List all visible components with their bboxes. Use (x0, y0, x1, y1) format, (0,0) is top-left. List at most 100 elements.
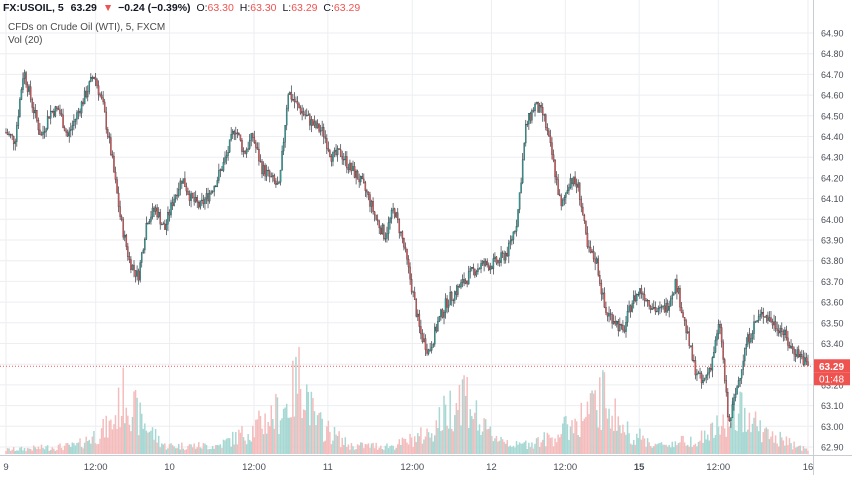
candle-body (250, 133, 252, 141)
volume-bar (63, 445, 66, 454)
candle-body (460, 282, 462, 288)
volume-bar (350, 443, 353, 454)
candle-body (79, 110, 81, 114)
volume-bar (29, 448, 32, 454)
candle-body (521, 159, 524, 184)
volume-bar (748, 412, 751, 454)
volume-bar (184, 450, 186, 454)
volume-bar (364, 443, 367, 454)
volume-bar (578, 436, 581, 454)
candle-body (802, 356, 805, 365)
volume-bar (723, 428, 726, 454)
volume-bar (363, 448, 365, 454)
candle-body (768, 317, 771, 321)
candle-body (498, 260, 501, 263)
volume-bar (693, 445, 695, 454)
volume-bar (626, 421, 629, 454)
candle-body (301, 111, 303, 114)
volume-bar (284, 407, 286, 454)
volume-bar (313, 411, 316, 454)
candle-body (173, 198, 175, 206)
candle-body (393, 208, 396, 218)
price-tick-label: 64.10 (821, 194, 844, 204)
candle-body (272, 175, 274, 177)
candle-body (626, 311, 629, 323)
volume-bar (558, 437, 561, 454)
volume-bar (227, 438, 229, 454)
candle-body (193, 197, 195, 202)
candle-body (343, 159, 345, 161)
volume-bar (407, 444, 410, 454)
volume-bar (676, 445, 678, 454)
candle-body (688, 331, 690, 346)
candle-body (651, 308, 653, 310)
candle-body (262, 165, 265, 175)
candle-body (211, 191, 214, 193)
volume-bar (94, 443, 97, 454)
candle-body (167, 212, 169, 225)
volume-bar (637, 437, 640, 454)
candle-body (486, 260, 488, 266)
candle-body (82, 101, 84, 105)
volume-bar (649, 445, 652, 454)
series-legend[interactable]: CFDs on Crude Oil (WTI), 5, FXCM (8, 22, 166, 33)
candle-body (427, 349, 430, 354)
volume-bar (272, 418, 274, 454)
candle-body (412, 291, 414, 293)
candle-body (5, 132, 7, 134)
candle-body (231, 130, 234, 135)
volume-legend[interactable]: Vol (20) (8, 35, 43, 46)
volume-bar (356, 444, 359, 454)
volume-bar (605, 408, 607, 454)
volume-bar (346, 447, 348, 454)
volume-bar (380, 445, 382, 454)
symbol-name[interactable]: FX:USOIL, 5 (3, 2, 64, 14)
candle-body (736, 386, 738, 395)
volume-bar (267, 422, 269, 454)
candle-body (184, 178, 186, 187)
volume-bar (532, 448, 535, 454)
volume-bar (376, 449, 379, 454)
candle-body (734, 394, 737, 398)
volume-bar (744, 407, 746, 454)
volume-bar (406, 442, 408, 454)
candle-body (685, 320, 687, 334)
candle-body (430, 347, 433, 351)
volume-bar (478, 424, 481, 454)
volume-bar (727, 413, 729, 454)
volume-bar (140, 413, 143, 454)
volume-bar (59, 443, 61, 454)
volume-bar (696, 446, 698, 454)
volume-bar (238, 429, 240, 454)
candle-body (162, 223, 165, 225)
volume-bar (139, 402, 141, 454)
candle-body (663, 305, 666, 313)
volume-bar (645, 446, 647, 454)
volume-bar (552, 446, 555, 454)
candle-body (625, 322, 627, 332)
volume-bar (390, 445, 393, 454)
time-axis[interactable]: 9 12:00 10 12:00 11 12:00 12 12:00 15 12:00 16 (3, 462, 813, 473)
volume-bar (258, 410, 260, 454)
volume-bar (731, 401, 734, 454)
volume-bar (659, 443, 661, 454)
candle-body (616, 321, 618, 325)
volume-bar (616, 430, 618, 454)
candle-body (265, 169, 268, 177)
candle-body (629, 305, 632, 312)
volume-bar (17, 450, 20, 454)
volume-bar (673, 447, 675, 454)
candle-body (369, 194, 371, 207)
volume-bar (492, 441, 495, 454)
volume-bar (304, 410, 306, 454)
price-axis[interactable]: 64.90 64.80 64.70 64.60 64.50 64.40 64.30 64.20… (821, 29, 844, 453)
candle-body (352, 166, 354, 171)
volume-bar (779, 431, 781, 454)
volume-bar (66, 443, 69, 454)
candle-body (770, 317, 772, 322)
candle-body (683, 317, 686, 321)
candle-body (333, 149, 336, 153)
volume-bar (144, 423, 146, 454)
